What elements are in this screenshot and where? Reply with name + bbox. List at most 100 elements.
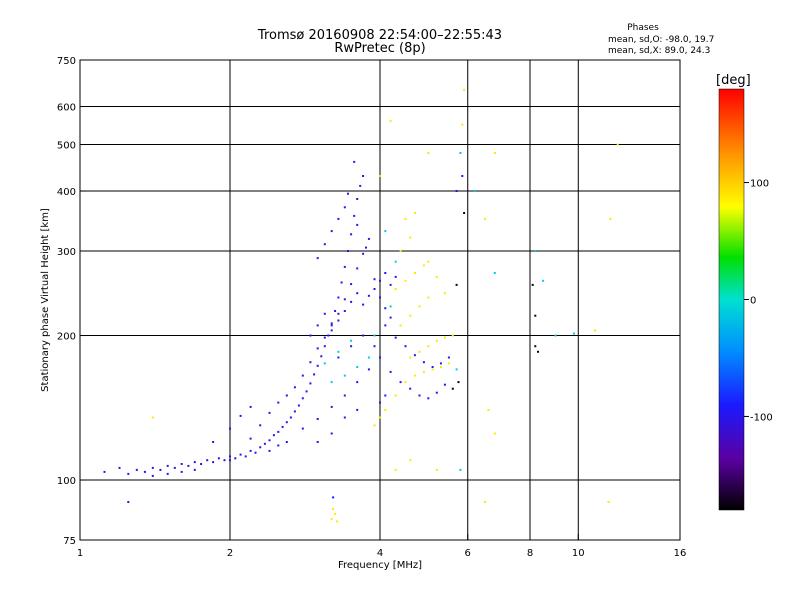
data-point	[330, 517, 333, 520]
data-point	[323, 243, 326, 246]
data-point	[343, 310, 346, 312]
y-tick-label: 400	[57, 187, 76, 198]
data-point	[427, 397, 430, 400]
data-point	[459, 468, 462, 471]
data-point	[439, 366, 442, 368]
data-point	[373, 278, 376, 281]
data-point	[413, 212, 416, 214]
data-point	[330, 381, 333, 384]
data-point	[277, 444, 280, 447]
data-point	[340, 281, 343, 284]
data-point	[443, 383, 446, 386]
data-point	[394, 275, 397, 278]
data-point	[309, 382, 312, 385]
data-point	[418, 350, 421, 353]
data-point	[356, 198, 359, 200]
data-point	[455, 190, 458, 192]
data-point	[323, 345, 326, 348]
data-point	[394, 468, 397, 471]
data-point	[316, 418, 319, 420]
data-point	[347, 192, 349, 195]
data-point	[455, 368, 458, 371]
data-point	[229, 459, 231, 462]
data-point	[263, 442, 266, 445]
data-point	[484, 501, 487, 503]
data-point	[332, 496, 335, 499]
data-point	[212, 441, 215, 443]
data-point	[309, 334, 312, 337]
data-point	[151, 474, 154, 477]
data-point	[399, 250, 402, 252]
data-point	[367, 294, 370, 297]
data-point	[422, 264, 425, 267]
data-point	[362, 334, 365, 337]
data-point	[277, 430, 280, 433]
data-point	[244, 455, 247, 458]
data-point	[609, 217, 612, 220]
data-point	[316, 347, 319, 350]
data-points	[103, 88, 619, 523]
y-tick-label: 750	[57, 56, 76, 67]
data-point	[332, 508, 335, 511]
stats-line-x: mean, sd,X: 89.0, 24.3	[608, 46, 710, 56]
data-point	[350, 300, 353, 303]
data-point	[616, 143, 619, 146]
data-point	[389, 119, 392, 122]
colorbar-label: [deg]	[716, 73, 751, 88]
data-point	[537, 350, 539, 353]
data-point	[389, 316, 392, 319]
colorbar-tick-label: 100	[750, 179, 769, 190]
data-point	[289, 416, 292, 419]
data-point	[389, 370, 392, 373]
data-point	[404, 345, 407, 348]
data-point	[323, 336, 326, 339]
data-point	[347, 250, 349, 252]
y-tick-label: 300	[57, 247, 76, 258]
data-point	[330, 230, 333, 233]
data-point	[259, 446, 262, 449]
data-point	[379, 175, 381, 177]
data-point	[212, 461, 215, 464]
data-point	[301, 397, 304, 400]
data-point	[362, 175, 365, 177]
data-point	[135, 468, 138, 471]
data-point	[404, 217, 407, 220]
data-point	[223, 459, 226, 462]
data-point	[534, 250, 537, 252]
data-point	[413, 272, 416, 274]
data-point	[239, 453, 242, 456]
data-point	[193, 468, 196, 471]
data-point	[379, 356, 381, 359]
x-tick-label: 2	[227, 548, 233, 559]
data-point	[249, 437, 252, 440]
data-point	[103, 470, 106, 473]
data-point	[459, 152, 462, 154]
data-point	[418, 394, 421, 397]
colorbar	[718, 88, 745, 511]
data-point	[534, 345, 537, 348]
data-point	[200, 463, 203, 465]
data-point	[285, 441, 288, 443]
data-point	[427, 345, 430, 348]
data-point	[362, 303, 365, 306]
data-point	[316, 364, 319, 367]
data-point	[554, 334, 557, 337]
data-point	[389, 283, 392, 286]
data-point	[384, 272, 387, 274]
data-point	[373, 334, 376, 337]
data-point	[316, 324, 319, 327]
data-point	[435, 468, 438, 471]
data-point	[337, 296, 340, 299]
data-point	[365, 246, 367, 249]
data-point	[384, 307, 387, 310]
data-point	[301, 374, 304, 377]
data-point	[334, 310, 337, 312]
data-point	[350, 339, 353, 342]
data-point	[435, 391, 438, 394]
data-point	[379, 401, 381, 404]
data-point	[316, 441, 319, 443]
data-point	[356, 267, 359, 270]
stats-title: Phases	[627, 23, 659, 33]
data-point	[431, 368, 434, 371]
data-point	[356, 408, 359, 411]
